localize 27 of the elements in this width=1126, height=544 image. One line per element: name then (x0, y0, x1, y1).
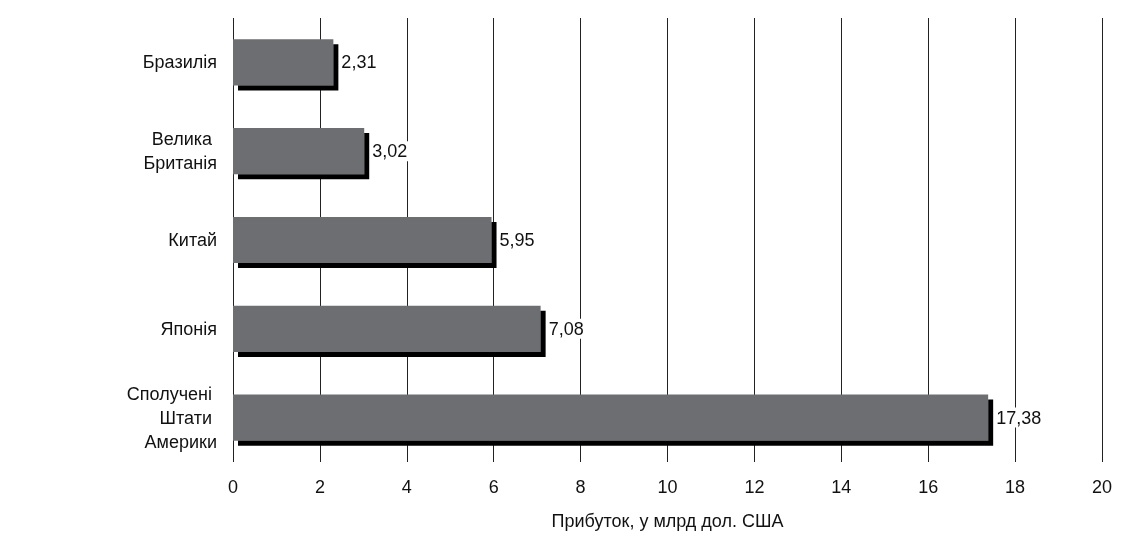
x-tick-label: 4 (401, 477, 412, 497)
x-tick-label: 14 (831, 477, 852, 497)
x-tick-label: 20 (1091, 477, 1113, 497)
bar (233, 128, 365, 175)
x-tick-label: 10 (657, 477, 678, 497)
x-tick-label: 8 (575, 477, 586, 497)
x-tick-label: 2 (314, 477, 325, 497)
bar (233, 394, 989, 441)
y-tick-label: Велика Британія (143, 129, 217, 174)
x-tick-label: 16 (918, 477, 939, 497)
data-label: 5,95 (499, 230, 535, 250)
y-tick-label: Японія (160, 318, 217, 339)
data-label: 2,31 (341, 52, 377, 73)
y-tick-label: Китай (168, 230, 217, 250)
x-tick-label: 12 (744, 477, 765, 497)
bar (233, 305, 541, 352)
x-tick-label: 6 (488, 477, 499, 497)
y-tick-label: Бразилія (142, 52, 217, 73)
data-label: 17,38 (996, 407, 1042, 428)
x-tick-label: 0 (227, 477, 239, 497)
bar (233, 39, 334, 86)
bar (233, 216, 492, 264)
x-axis-title: Прибуток, у млрд дол. США (551, 511, 784, 531)
x-tick-label: 18 (1005, 477, 1026, 497)
data-label: 7,08 (548, 318, 584, 339)
y-tick-label: Сполучені Штати Америки (126, 383, 217, 452)
data-label: 3,02 (372, 141, 408, 162)
